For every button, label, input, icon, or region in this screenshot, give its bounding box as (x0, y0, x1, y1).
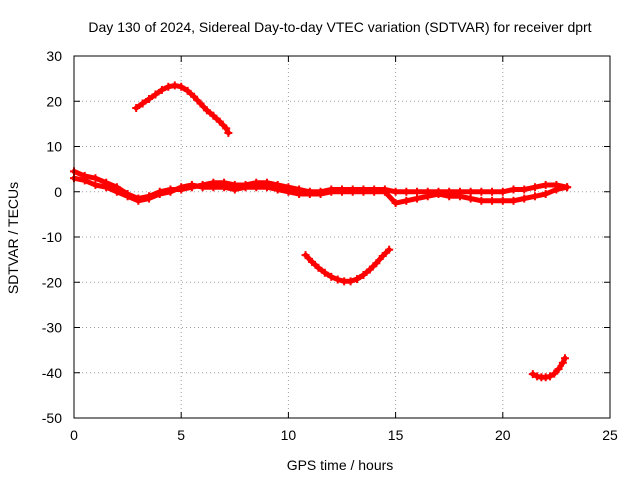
x-tick-label: 5 (177, 427, 185, 443)
y-tick-label: -40 (42, 365, 62, 381)
series-arc-midday (301, 245, 394, 286)
y-tick-label: 30 (46, 48, 62, 64)
y-tick-label: -30 (42, 320, 62, 336)
chart-title: Day 130 of 2024, Sidereal Day-to-day VTE… (88, 19, 591, 35)
axis-ticks: 0 5 10 15 20 25 -50 -40 -30 -20 -10 0 10 20 30 (42, 48, 618, 443)
y-tick-label: 20 (46, 93, 62, 109)
y-tick-label: -50 (42, 410, 62, 426)
series-arc-evening (528, 354, 569, 382)
x-axis-label: GPS time / hours (287, 457, 394, 473)
data-series (70, 81, 572, 382)
x-tick-label: 25 (602, 427, 618, 443)
y-axis-label: SDTVAR / TECUs (5, 182, 21, 294)
series-arc-morning (132, 81, 233, 137)
x-tick-label: 10 (281, 427, 297, 443)
x-tick-label: 20 (495, 427, 511, 443)
y-tick-label: 10 (46, 139, 62, 155)
y-tick-label: -10 (42, 229, 62, 245)
x-tick-label: 15 (388, 427, 404, 443)
y-tick-label: 0 (54, 184, 62, 200)
series-main-band-b (70, 174, 572, 208)
x-tick-label: 0 (70, 427, 78, 443)
y-tick-label: -20 (42, 274, 62, 290)
series-line (133, 82, 231, 136)
